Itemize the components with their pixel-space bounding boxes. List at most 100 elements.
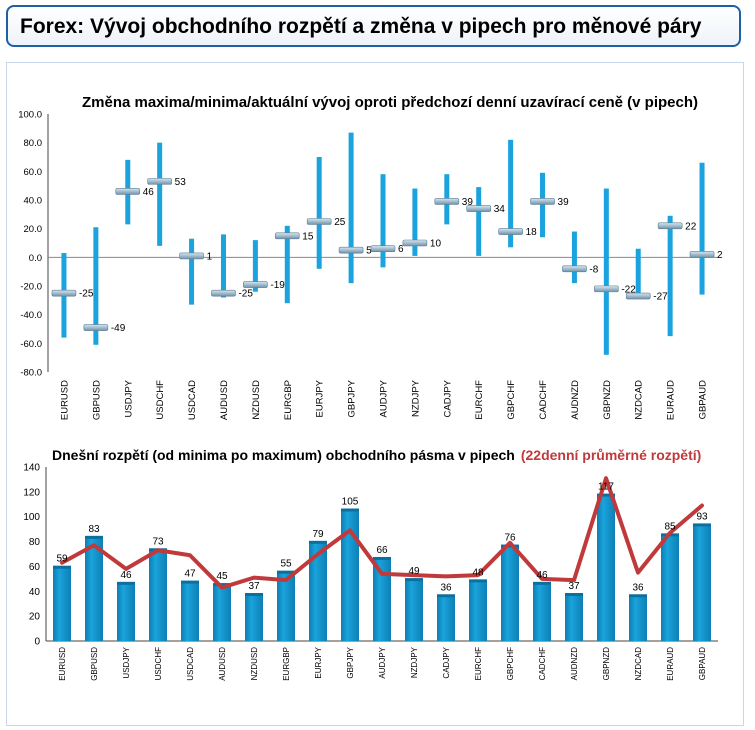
bar-top	[533, 581, 551, 585]
bar	[309, 542, 327, 641]
current-marker	[594, 285, 619, 293]
current-marker	[147, 178, 172, 185]
data-label: -25	[238, 289, 253, 300]
y-tick-label: 20	[29, 612, 41, 623]
x-tick-label: NZDJPY	[410, 646, 419, 678]
x-tick-label: GBPUSD	[91, 380, 102, 420]
current-marker	[689, 251, 715, 258]
y-tick-label: -60.0	[20, 339, 42, 350]
x-tick-label: AUDNZD	[570, 380, 581, 420]
x-tick-label: GBPAUD	[698, 647, 707, 680]
y-tick-label: 100.0	[18, 110, 42, 121]
bar-top	[309, 540, 327, 544]
bar	[469, 581, 487, 641]
range-bar	[157, 142, 163, 246]
bar	[181, 582, 199, 641]
data-label: 10	[430, 239, 442, 250]
x-tick-label: GBPNZD	[602, 647, 611, 681]
data-label: 46	[143, 187, 155, 198]
data-label: 37	[568, 581, 580, 592]
bar	[693, 525, 711, 641]
range-bar	[189, 238, 195, 305]
chart1-title: Změna maxima/minima/aktuální vývoj oprot…	[82, 94, 698, 111]
bar	[629, 596, 647, 641]
bar-top	[277, 570, 295, 574]
x-tick-label: EURJPY	[314, 646, 323, 678]
bar-top	[405, 578, 423, 582]
data-label: 45	[216, 571, 228, 582]
current-marker	[338, 246, 364, 254]
x-tick-label: USDCHF	[155, 380, 166, 420]
data-label: 22	[685, 221, 697, 232]
x-tick-label: EURAUD	[666, 380, 677, 420]
current-marker	[306, 218, 332, 225]
data-label: 59	[56, 554, 68, 565]
bar	[661, 535, 679, 641]
x-tick-label: EURCHF	[474, 647, 483, 680]
x-tick-label: USDJPY	[122, 646, 131, 678]
x-tick-label: GBPAUD	[698, 380, 709, 420]
data-label: 76	[504, 533, 516, 544]
data-label: 85	[664, 521, 676, 532]
range-bar	[540, 172, 546, 238]
y-tick-label: 80.0	[24, 138, 43, 149]
current-marker	[179, 252, 204, 260]
range-bar	[476, 187, 482, 256]
x-tick-label: USDJPY	[123, 379, 134, 417]
x-tick-label: EURUSD	[58, 647, 67, 681]
range-bar	[508, 139, 514, 248]
current-marker	[530, 198, 555, 205]
data-label: -19	[270, 280, 285, 291]
bar-top	[437, 594, 455, 598]
bar-top	[469, 579, 487, 583]
x-tick-label: EURGBP	[282, 647, 291, 681]
data-label: 55	[280, 559, 292, 570]
bar	[501, 546, 519, 641]
y-tick-label: 40	[29, 587, 41, 598]
current-marker	[83, 324, 109, 331]
bar-top	[53, 565, 71, 569]
data-label: 73	[152, 536, 164, 547]
chart2-title-main: Dnešní rozpětí (od minima po maximum) ob…	[52, 447, 515, 463]
bar	[85, 537, 103, 641]
current-marker	[498, 228, 523, 235]
x-tick-label: AUDJPY	[378, 646, 387, 678]
range-bar	[316, 157, 322, 269]
range-bar	[220, 234, 226, 298]
x-tick-label: EURGBP	[283, 380, 294, 420]
range-bar	[380, 174, 386, 268]
range-bar	[93, 227, 99, 345]
y-tick-label: 0	[34, 637, 40, 648]
x-tick-label: GBPNZD	[602, 380, 613, 420]
x-tick-label: NZDCAD	[634, 647, 643, 681]
range-bar	[412, 188, 418, 256]
title-box: Forex: Vývoj obchodního rozpětí a změna …	[6, 5, 741, 47]
bar	[149, 550, 167, 641]
data-label: 18	[526, 227, 538, 238]
bar	[405, 580, 423, 641]
data-label: 37	[248, 581, 260, 592]
x-tick-label: AUDNZD	[570, 647, 579, 681]
average-line	[60, 476, 704, 590]
data-label: 36	[440, 582, 452, 593]
bar	[373, 558, 391, 641]
chart-panel	[6, 62, 744, 726]
x-tick-label: AUDUSD	[218, 647, 227, 681]
range-bar	[635, 248, 641, 297]
data-label: -25	[79, 289, 94, 300]
y-tick-label: 120	[23, 487, 40, 498]
page-title: Forex: Vývoj obchodního rozpětí a změna …	[20, 15, 702, 38]
bar	[565, 595, 583, 641]
x-tick-label: GBPCHF	[506, 380, 517, 420]
data-label: 46	[536, 570, 548, 581]
bar-top	[565, 593, 583, 597]
data-label: -49	[111, 323, 126, 334]
x-tick-label: CADCHF	[538, 380, 549, 420]
bar	[437, 596, 455, 641]
bar	[213, 585, 231, 641]
data-label: 15	[302, 231, 314, 242]
data-label: 49	[408, 566, 420, 577]
range-bar	[348, 132, 354, 284]
bar-top	[693, 523, 711, 527]
chart2-title-average: (22denní průměrné rozpětí)	[521, 447, 701, 463]
